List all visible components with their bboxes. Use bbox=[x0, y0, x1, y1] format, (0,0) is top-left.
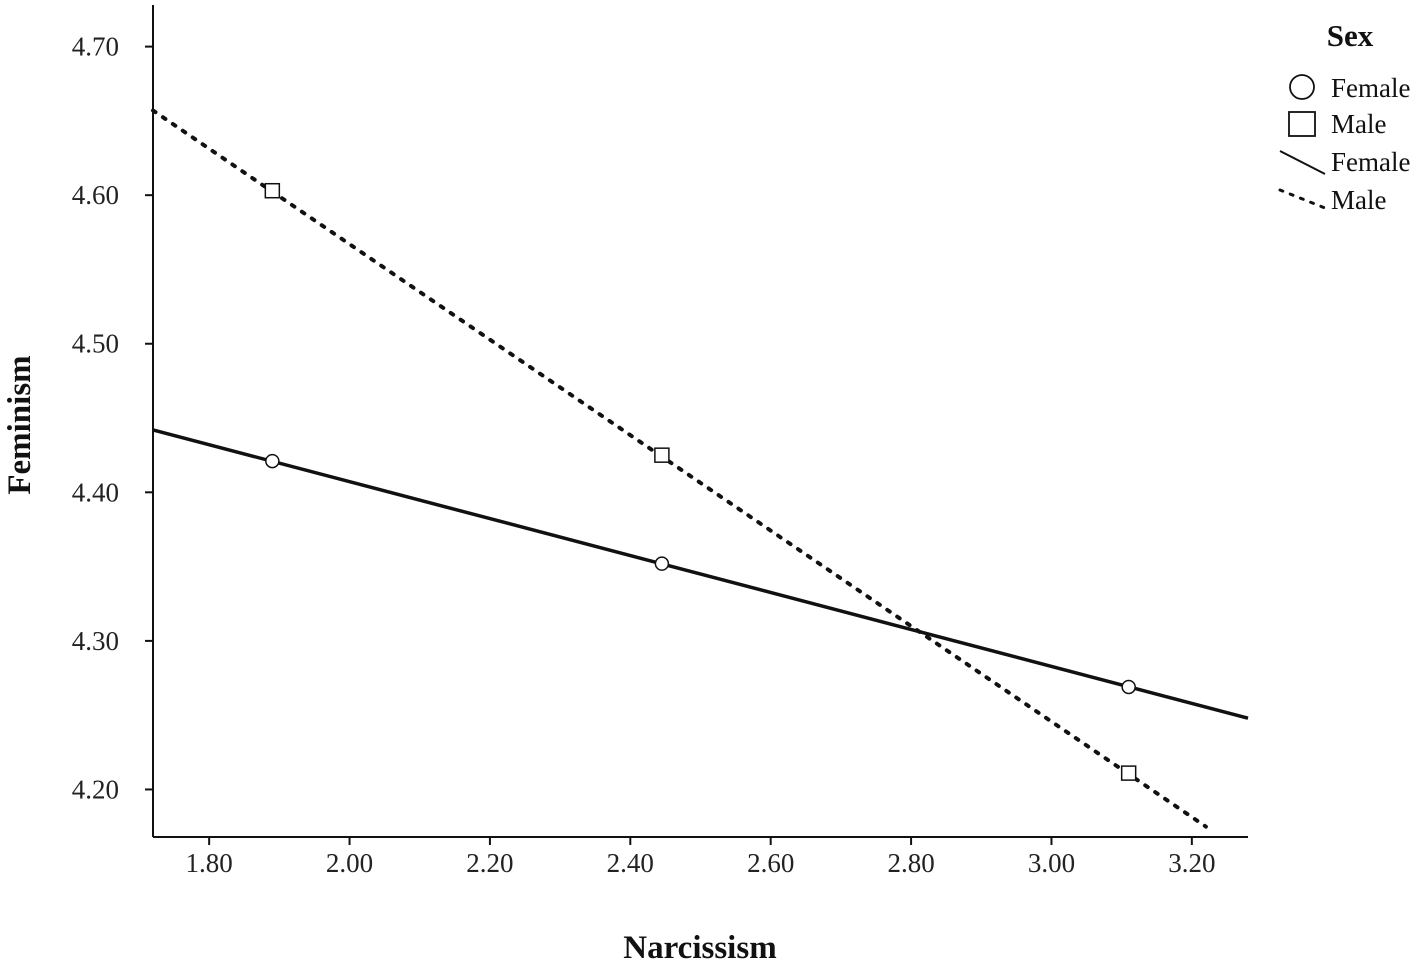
y-tick-label: 4.40 bbox=[72, 477, 119, 507]
fit-line-male bbox=[151, 108, 1208, 829]
x-tick-label: 1.80 bbox=[186, 848, 233, 878]
axes bbox=[152, 5, 1248, 838]
data-point-male bbox=[1120, 765, 1137, 781]
data-point-male bbox=[264, 182, 281, 199]
y-tick-label: 4.20 bbox=[72, 774, 119, 804]
x-axis-title: Narcissism bbox=[623, 930, 776, 966]
x-tick-label: 3.20 bbox=[1168, 848, 1215, 878]
x-tick-label: 2.00 bbox=[326, 848, 373, 878]
y-tick-label: 4.30 bbox=[72, 626, 119, 656]
data-point-female bbox=[265, 453, 280, 469]
legend-dotted-line bbox=[1278, 188, 1327, 210]
y-tick-label: 4.60 bbox=[72, 180, 119, 210]
legend-label-male-line: Male bbox=[1331, 185, 1386, 215]
legend-label-male-marker: Male bbox=[1331, 109, 1386, 139]
data-point-male bbox=[654, 447, 670, 463]
fit-lines bbox=[151, 108, 1249, 829]
data-point-female bbox=[1121, 679, 1136, 695]
data-markers bbox=[264, 182, 1137, 781]
y-tick-label: 4.70 bbox=[72, 32, 119, 62]
x-tick-label: 3.00 bbox=[1028, 848, 1075, 878]
x-ticks: 1.80 2.00 2.20 2.40 2.60 2.80 3.00 3.20 bbox=[186, 837, 1215, 878]
data-point-female bbox=[654, 556, 670, 571]
fit-line-female bbox=[152, 428, 1249, 720]
legend-circle-marker bbox=[1289, 74, 1315, 100]
legend-label-female-line: Female bbox=[1331, 147, 1410, 177]
y-axis-title: Feminism bbox=[2, 355, 38, 494]
y-ticks: 4.20 4.30 4.40 4.50 4.60 4.70 bbox=[72, 32, 153, 804]
legend-square-marker bbox=[1288, 111, 1316, 137]
x-tick-label: 2.20 bbox=[466, 848, 513, 878]
legend-title: Sex bbox=[1327, 18, 1374, 53]
y-tick-label: 4.50 bbox=[72, 329, 119, 359]
x-tick-label: 2.80 bbox=[887, 848, 934, 878]
legend-solid-line bbox=[1279, 150, 1326, 175]
x-tick-label: 2.40 bbox=[607, 848, 654, 878]
x-tick-label: 2.60 bbox=[747, 848, 794, 878]
legend: Sex Female Male Female Male bbox=[1278, 18, 1410, 215]
legend-label-female-marker: Female bbox=[1331, 73, 1410, 103]
